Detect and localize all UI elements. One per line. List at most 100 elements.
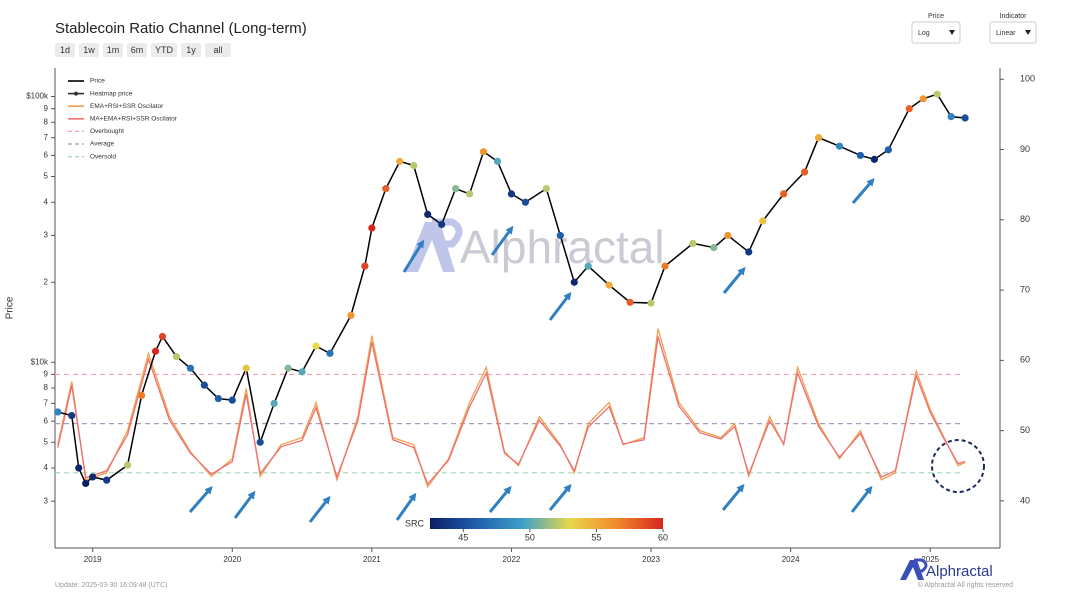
- watermark-text: Alphractal: [460, 221, 665, 273]
- legend-label: Oversold: [90, 153, 116, 160]
- arrow: [850, 485, 873, 513]
- heatmap-dot: [151, 347, 160, 355]
- legend-label: MA+EMA+RSI+SSR Oscilator: [90, 116, 178, 123]
- heatmap-dot: [410, 161, 418, 170]
- dropdown-caret[interactable]: [949, 30, 955, 35]
- heatmap-dot: [123, 461, 132, 469]
- y2-tick-label: 60: [1020, 355, 1030, 365]
- watermark: [405, 218, 463, 272]
- y-tick-label: $10k: [31, 357, 49, 366]
- dropdown-value[interactable]: Linear: [996, 30, 1016, 37]
- y-tick-label: 3: [44, 231, 49, 240]
- y-axis-label: Price: [5, 296, 16, 319]
- heatmap-dot: [710, 244, 718, 252]
- legend-label: Heatmap price: [90, 90, 133, 97]
- heatmap-dot: [800, 168, 809, 176]
- x-tick-label: 2022: [503, 555, 521, 564]
- heatmap-dot: [521, 198, 530, 206]
- legend-dot: [74, 91, 78, 96]
- dropdown[interactable]: [989, 21, 1037, 44]
- heatmap-dot: [396, 157, 404, 165]
- heatmap-dot: [382, 185, 390, 193]
- heatmap-dot: [452, 185, 460, 193]
- range-button-label[interactable]: 1y: [186, 45, 196, 55]
- heatmap-dot: [186, 364, 194, 372]
- heatmap-dot: [361, 262, 369, 270]
- range-button[interactable]: [151, 43, 177, 57]
- heatmap-dot: [724, 231, 732, 240]
- range-button[interactable]: [103, 43, 123, 57]
- dropdown-value[interactable]: Log: [918, 30, 930, 37]
- heatmap-dot: [312, 342, 320, 350]
- heatmap-dot: [256, 438, 264, 446]
- legend-label: Price: [90, 78, 105, 85]
- chart-title: Stablecoin Ratio Channel (Long-term): [55, 20, 307, 37]
- range-button[interactable]: [205, 43, 231, 57]
- heatmap-dot: [200, 381, 208, 389]
- x-tick-label: 2021: [363, 555, 381, 564]
- y-tick-label: 4: [44, 463, 49, 472]
- y2-tick-label: 70: [1020, 284, 1030, 294]
- heatmap-dot: [137, 391, 146, 400]
- heatmap-dot: [759, 217, 767, 225]
- y-tick-label: 6: [44, 416, 49, 425]
- colorbar-tick-label: 45: [458, 532, 468, 542]
- legend-label: Average: [90, 141, 114, 148]
- heatmap-dot: [347, 311, 355, 320]
- heatmap-dot: [605, 281, 613, 289]
- range-button[interactable]: [79, 43, 99, 57]
- update-time: Update: 2025-03-30 16:09:48 (UTC): [55, 582, 167, 589]
- heatmap-dot: [556, 231, 564, 240]
- range-button-label[interactable]: 6m: [131, 45, 144, 55]
- highlight-circle: [931, 439, 985, 493]
- legend-label: Overbought: [90, 128, 124, 135]
- control-label: Price: [928, 13, 944, 20]
- range-button[interactable]: [127, 43, 147, 57]
- oscillator-line: [57, 336, 966, 486]
- x-tick-label: 2024: [782, 555, 800, 564]
- heatmap-dot: [82, 479, 90, 488]
- range-button-label[interactable]: 1m: [107, 45, 120, 55]
- heatmap-dot: [242, 364, 250, 372]
- arrow: [402, 239, 425, 273]
- brand-name: Alphractal: [926, 563, 993, 580]
- heatmap-dot: [507, 190, 516, 198]
- range-button[interactable]: [55, 43, 75, 57]
- range-button-label[interactable]: YTD: [155, 45, 174, 55]
- heatmap-dot: [228, 396, 236, 404]
- y-tick-label: $100k: [26, 92, 49, 101]
- heatmap-dot: [465, 190, 474, 198]
- heatmap-dot: [270, 399, 278, 408]
- heatmap-dot: [479, 148, 488, 156]
- heatmap-dot: [780, 190, 788, 198]
- heatmap-dot: [870, 155, 878, 163]
- y2-tick-label: 50: [1020, 425, 1030, 435]
- dropdown-caret[interactable]: [1025, 30, 1031, 35]
- heatmap-dot: [919, 95, 927, 103]
- y-tick-label: 5: [44, 172, 49, 181]
- arrow: [188, 485, 213, 513]
- heatmap-dot: [689, 239, 697, 248]
- heatmap-dot: [745, 248, 753, 256]
- heatmap-dot: [570, 278, 578, 286]
- heatmap-dot: [368, 224, 376, 232]
- dropdown[interactable]: [911, 21, 961, 44]
- range-button[interactable]: [181, 43, 201, 57]
- colorbar-tick-label: 60: [658, 532, 668, 542]
- x-tick-label: 2025: [921, 555, 939, 564]
- y2-tick-label: 100: [1020, 74, 1035, 84]
- range-button-label[interactable]: 1d: [60, 45, 70, 55]
- y-tick-label: 9: [44, 104, 49, 113]
- x-tick-label: 2020: [223, 555, 241, 564]
- arrow: [490, 225, 514, 256]
- heatmap-dot: [214, 394, 222, 403]
- arrow: [721, 483, 745, 511]
- heatmap-dot: [284, 364, 292, 372]
- y2-tick-label: 80: [1020, 214, 1030, 224]
- range-button-label[interactable]: 1w: [83, 45, 95, 55]
- heatmap-dot: [89, 473, 97, 481]
- heatmap-dot: [661, 262, 669, 270]
- annotation-arrows: [188, 177, 875, 523]
- range-button-label[interactable]: all: [213, 45, 222, 55]
- y-tick-label: 7: [44, 399, 49, 408]
